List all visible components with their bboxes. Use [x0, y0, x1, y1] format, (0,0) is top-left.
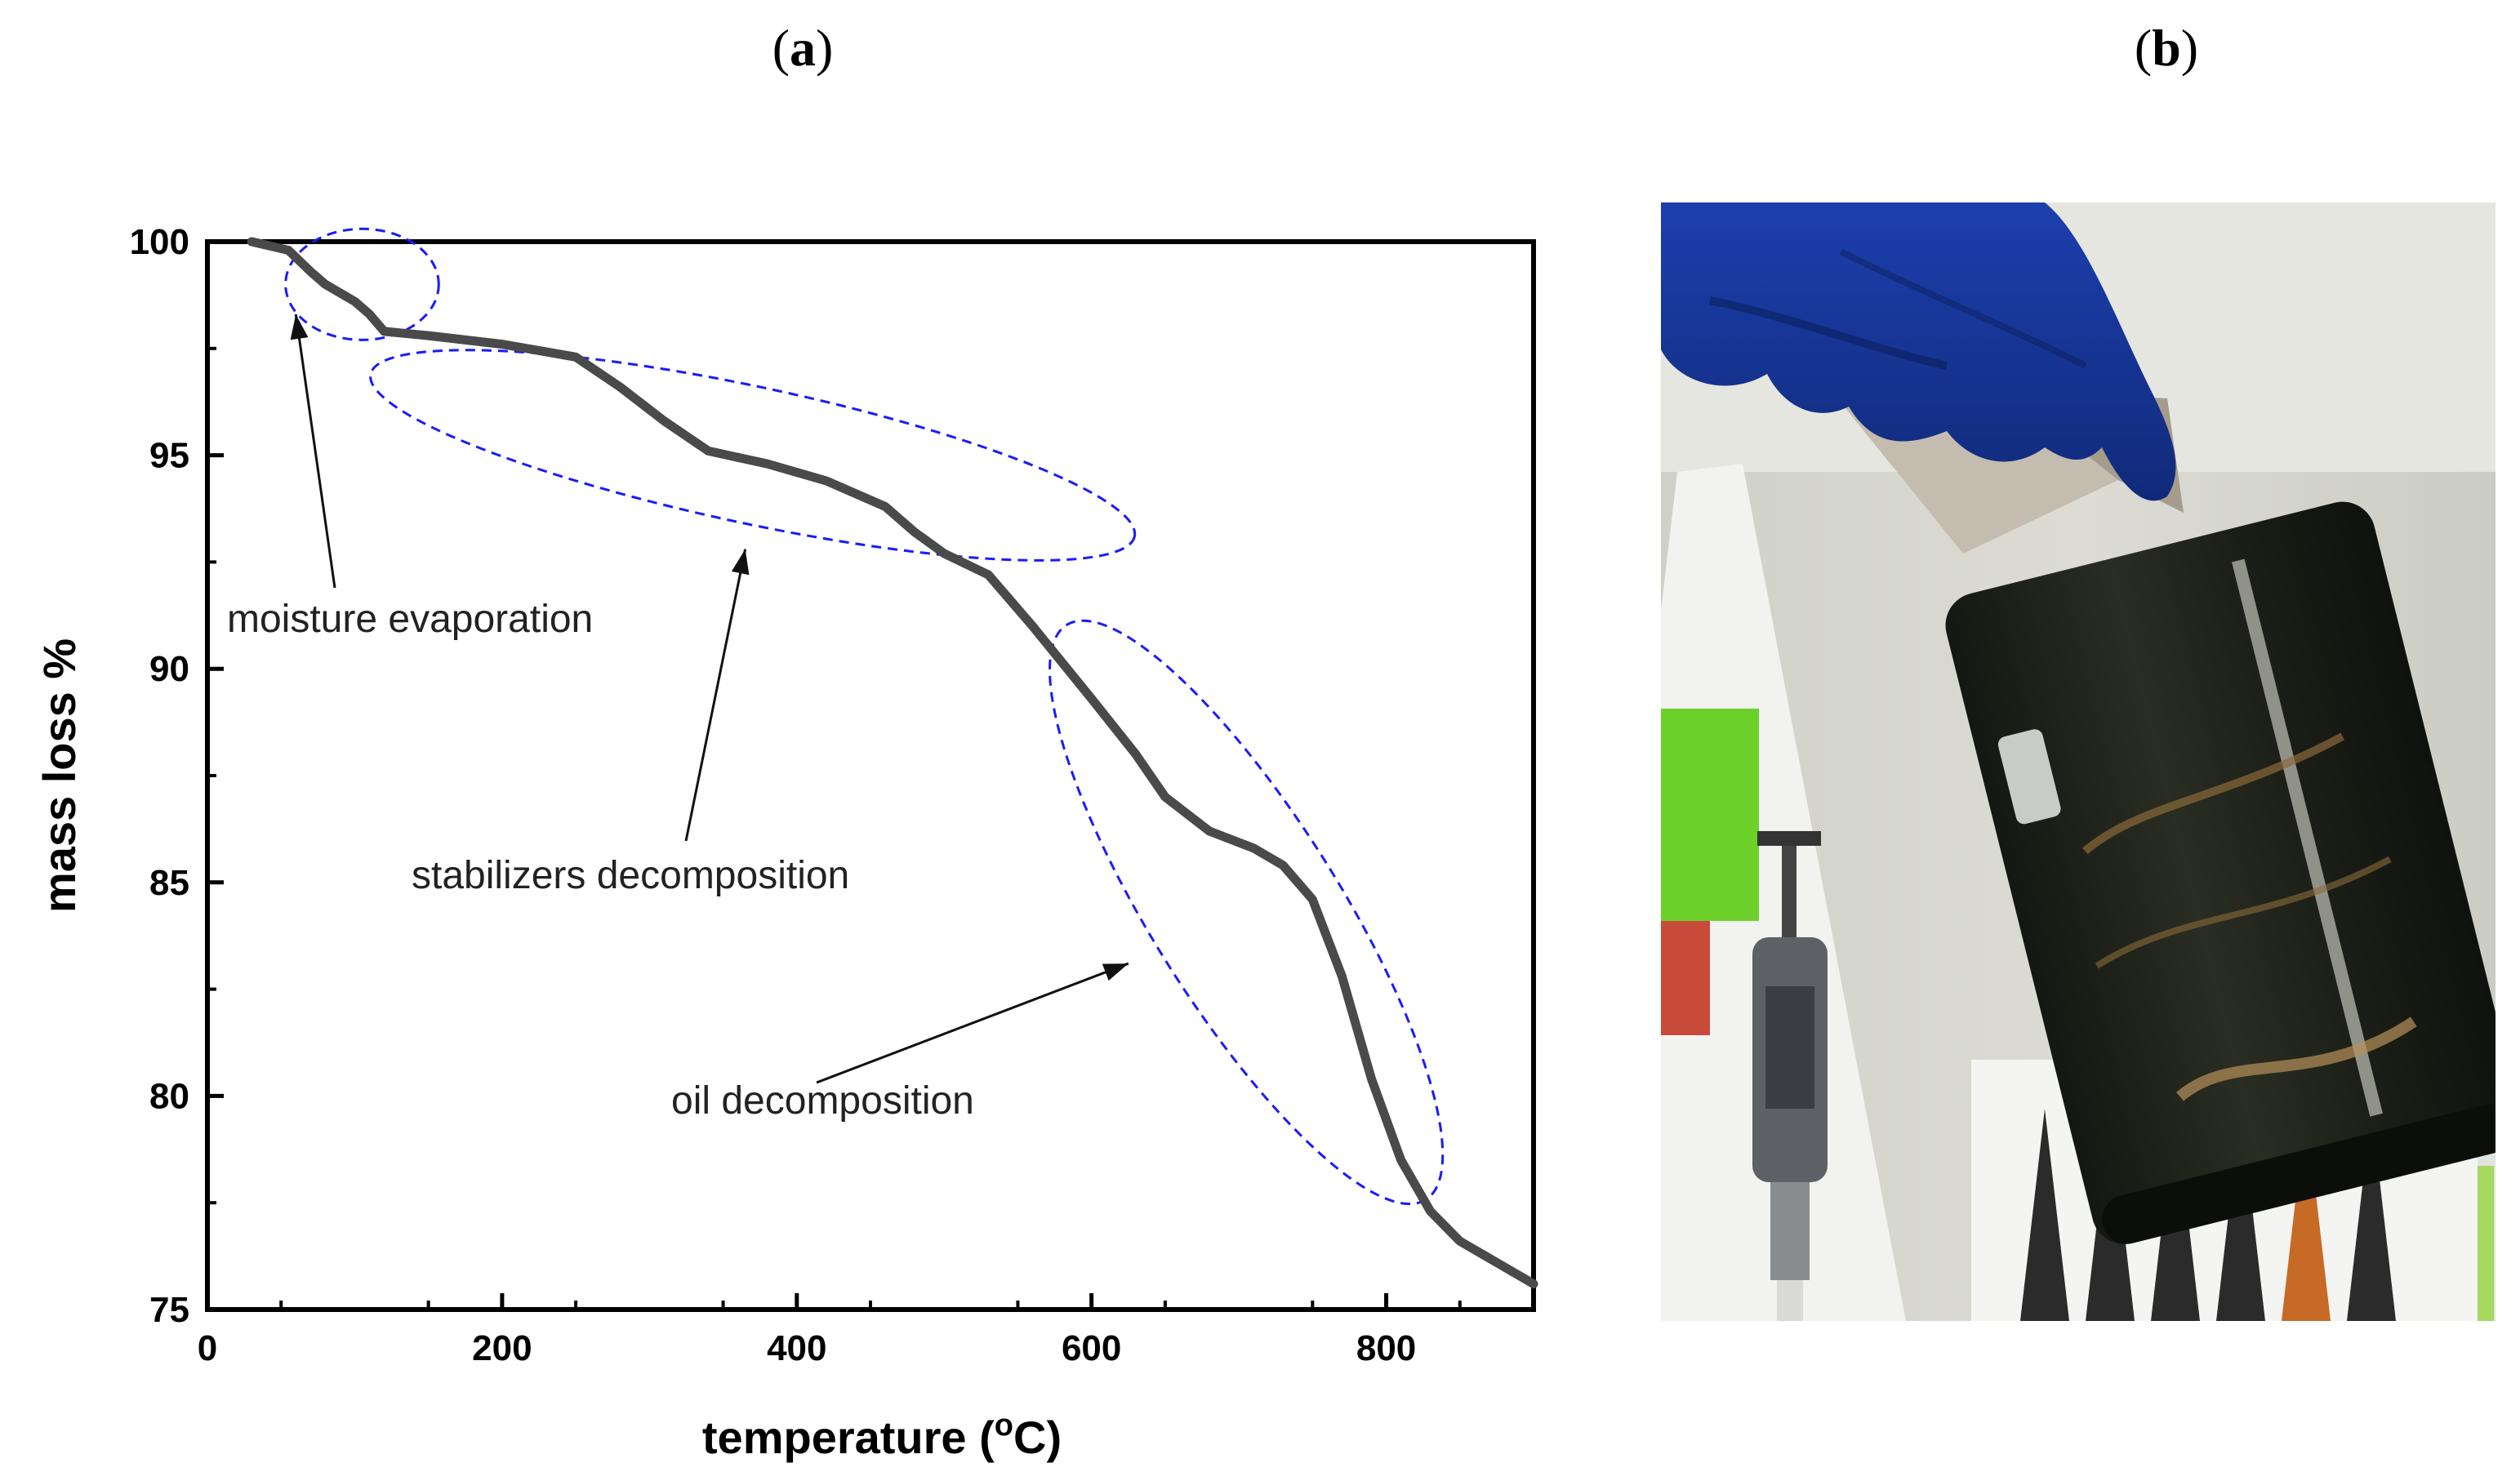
annotation-region-3: [1049, 619, 1445, 1206]
y-tick-label: 90: [149, 649, 189, 689]
y-axis-label: mass loss %: [33, 638, 85, 913]
y-tick-label: 85: [149, 863, 189, 903]
annotation-stabilizers-decomposition: stabilizers decomposition: [412, 854, 849, 897]
x-tick-label: 200: [472, 1328, 532, 1368]
x-axis-label: temperature (oC): [702, 1408, 1062, 1463]
panel-b-letter: b: [2152, 19, 2181, 77]
annotation-arrows: [290, 314, 1129, 1084]
y-tick-label: 100: [130, 222, 189, 262]
annotation-arrow-3: [816, 962, 1129, 1084]
y-tick-label: 75: [149, 1290, 189, 1330]
mass-loss-series-line: [247, 237, 1538, 1289]
x-tick-label: 600: [1062, 1328, 1121, 1368]
beaker-shape: [1945, 501, 2496, 1244]
beaker-photo: [1661, 202, 2496, 1321]
tga-chart: 0 200 400 600 800 75 80 85 90 95 100 mass loss % t…: [33, 222, 1538, 1463]
annotation-moisture-evaporation: moisture evaporation: [227, 598, 593, 641]
gloved-hand-shape: [1661, 202, 2176, 501]
x-tick-label: 0: [198, 1328, 217, 1368]
axis-ticks: 0 200 400 600 800 75 80 85 90 95 100: [130, 222, 1462, 1368]
annotation-arrowhead-3: [1102, 963, 1129, 981]
annotation-region-1: [284, 227, 440, 341]
annotation-oil-decomposition: oil decomposition: [671, 1079, 974, 1123]
annotation-arrow-2: [684, 549, 747, 842]
y-tick-label: 80: [149, 1076, 189, 1116]
x-axis-label-degree: o: [995, 1408, 1013, 1443]
panel-b-label: (b): [2134, 19, 2199, 77]
x-tick-label: 400: [767, 1328, 826, 1368]
annotation-region-2: [369, 349, 1137, 562]
x-tick-label: 800: [1356, 1328, 1416, 1368]
plot-frame: [205, 239, 1536, 1312]
annotation-arrowhead-1: [290, 314, 309, 340]
pipette-shape: [1752, 831, 1828, 1321]
panel-a-label: (a): [772, 19, 834, 77]
y-tick-label: 95: [149, 436, 189, 476]
annotation-arrow-1: [294, 314, 336, 589]
annotation-arrowhead-2: [731, 549, 750, 576]
panel-a-letter: a: [790, 19, 816, 77]
